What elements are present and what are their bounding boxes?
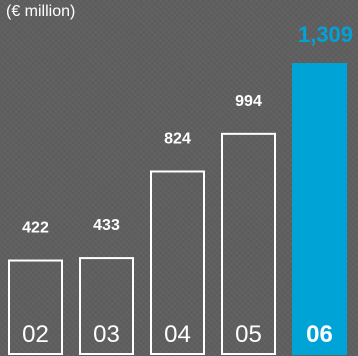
bar-03: [79, 257, 134, 356]
category-label-02: 02: [22, 321, 49, 348]
value-label-02: 422: [22, 220, 49, 237]
value-label-03: 433: [93, 217, 120, 234]
bar-02: [8, 259, 63, 356]
category-label-04: 04: [164, 321, 191, 348]
bar-04: [150, 170, 205, 355]
bar-05: [221, 132, 276, 355]
value-label-04: 824: [164, 130, 191, 147]
category-label-03: 03: [93, 321, 120, 348]
unit-label: (€ million): [6, 3, 76, 20]
category-label-06: 06: [306, 321, 333, 348]
value-label-06: 1,309: [298, 22, 353, 47]
bar-06: [292, 63, 347, 356]
category-label-05: 05: [235, 321, 262, 348]
value-label-05: 994: [235, 93, 262, 110]
